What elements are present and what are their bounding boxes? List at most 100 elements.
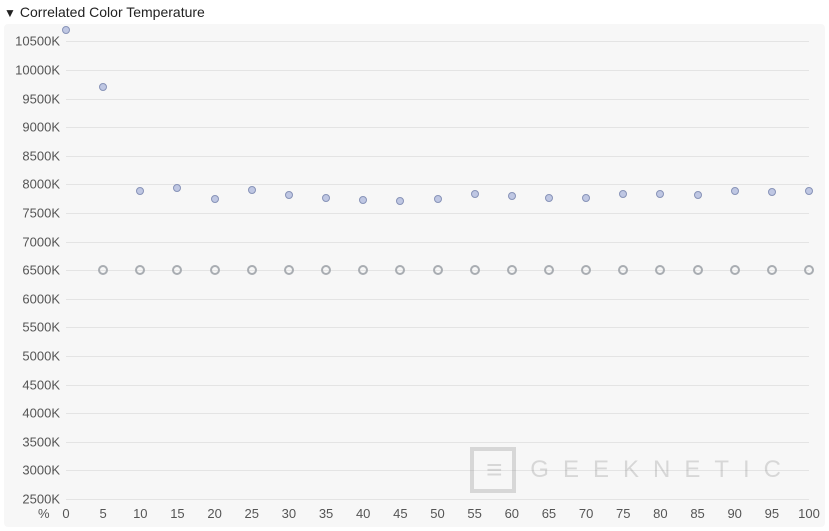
x-tick-label: 40 xyxy=(356,506,370,521)
data-point xyxy=(544,265,554,275)
data-point xyxy=(804,265,814,275)
y-tick-label: 10500K xyxy=(10,34,60,49)
grid-line xyxy=(66,470,809,471)
data-point xyxy=(211,195,219,203)
x-tick-label: 100 xyxy=(798,506,820,521)
y-tick-label: 9500K xyxy=(10,91,60,106)
x-tick-label: 30 xyxy=(282,506,296,521)
chart-container: ▼Correlated Color Temperature % ≡ GEEKNE… xyxy=(0,0,829,531)
grid-line xyxy=(66,413,809,414)
x-tick-label: 15 xyxy=(170,506,184,521)
data-point xyxy=(618,265,628,275)
y-tick-label: 5500K xyxy=(10,320,60,335)
x-tick-label: 90 xyxy=(727,506,741,521)
y-tick-label: 9000K xyxy=(10,120,60,135)
data-point xyxy=(508,192,516,200)
data-point xyxy=(471,190,479,198)
data-point xyxy=(284,265,294,275)
plot-area xyxy=(66,30,809,499)
grid-line xyxy=(66,385,809,386)
data-point xyxy=(507,265,517,275)
grid-line xyxy=(66,127,809,128)
plot-background: % ≡ GEEKNETIC 2500K3000K3500K4000K4500K5… xyxy=(4,24,825,527)
data-point xyxy=(470,265,480,275)
data-point xyxy=(693,265,703,275)
y-tick-label: 6500K xyxy=(10,263,60,278)
x-tick-label: 85 xyxy=(690,506,704,521)
y-tick-label: 2500K xyxy=(10,492,60,507)
y-tick-label: 7500K xyxy=(10,206,60,221)
x-tick-label: 80 xyxy=(653,506,667,521)
data-point xyxy=(248,186,256,194)
data-point xyxy=(210,265,220,275)
data-point xyxy=(321,265,331,275)
data-point xyxy=(581,265,591,275)
x-tick-label: 0 xyxy=(62,506,69,521)
data-point xyxy=(731,187,739,195)
data-point xyxy=(358,265,368,275)
y-tick-label: 5000K xyxy=(10,349,60,364)
data-point xyxy=(545,194,553,202)
data-point xyxy=(247,265,257,275)
grid-line xyxy=(66,70,809,71)
data-point xyxy=(136,187,144,195)
data-point xyxy=(767,265,777,275)
x-tick-label: 5 xyxy=(100,506,107,521)
y-tick-label: 3000K xyxy=(10,463,60,478)
grid-line xyxy=(66,356,809,357)
y-tick-label: 8000K xyxy=(10,177,60,192)
grid-line xyxy=(66,41,809,42)
data-point xyxy=(62,26,70,34)
section-title: Correlated Color Temperature xyxy=(20,4,205,20)
data-point xyxy=(434,195,442,203)
x-tick-label: 75 xyxy=(616,506,630,521)
data-point xyxy=(619,190,627,198)
data-point xyxy=(433,265,443,275)
data-point xyxy=(768,188,776,196)
x-tick-label: 65 xyxy=(542,506,556,521)
y-tick-label: 6000K xyxy=(10,291,60,306)
data-point xyxy=(395,265,405,275)
x-axis-unit: % xyxy=(38,506,50,521)
x-tick-label: 20 xyxy=(207,506,221,521)
data-point xyxy=(396,197,404,205)
grid-line xyxy=(66,499,809,500)
y-tick-label: 4000K xyxy=(10,406,60,421)
x-tick-label: 55 xyxy=(467,506,481,521)
y-tick-label: 4500K xyxy=(10,377,60,392)
data-point xyxy=(359,196,367,204)
data-point xyxy=(694,191,702,199)
data-point xyxy=(135,265,145,275)
grid-line xyxy=(66,99,809,100)
grid-line xyxy=(66,442,809,443)
data-point xyxy=(285,191,293,199)
data-point xyxy=(99,83,107,91)
x-tick-label: 70 xyxy=(579,506,593,521)
x-tick-label: 50 xyxy=(430,506,444,521)
x-tick-label: 25 xyxy=(245,506,259,521)
y-tick-label: 8500K xyxy=(10,148,60,163)
y-tick-label: 7000K xyxy=(10,234,60,249)
data-point xyxy=(730,265,740,275)
y-tick-label: 3500K xyxy=(10,434,60,449)
grid-line xyxy=(66,299,809,300)
data-point xyxy=(173,184,181,192)
grid-line xyxy=(66,156,809,157)
y-tick-label: 10000K xyxy=(10,63,60,78)
collapse-triangle-icon: ▼ xyxy=(4,6,16,20)
data-point xyxy=(805,187,813,195)
data-point xyxy=(172,265,182,275)
section-header[interactable]: ▼ Correlated Color Temperature xyxy=(0,0,829,24)
x-tick-label: 10 xyxy=(133,506,147,521)
data-point xyxy=(582,194,590,202)
data-point xyxy=(98,265,108,275)
data-point xyxy=(322,194,330,202)
grid-line xyxy=(66,213,809,214)
grid-line xyxy=(66,327,809,328)
x-tick-label: 35 xyxy=(319,506,333,521)
data-point xyxy=(656,190,664,198)
x-tick-label: 45 xyxy=(393,506,407,521)
x-tick-label: 95 xyxy=(765,506,779,521)
grid-line xyxy=(66,242,809,243)
data-point xyxy=(655,265,665,275)
